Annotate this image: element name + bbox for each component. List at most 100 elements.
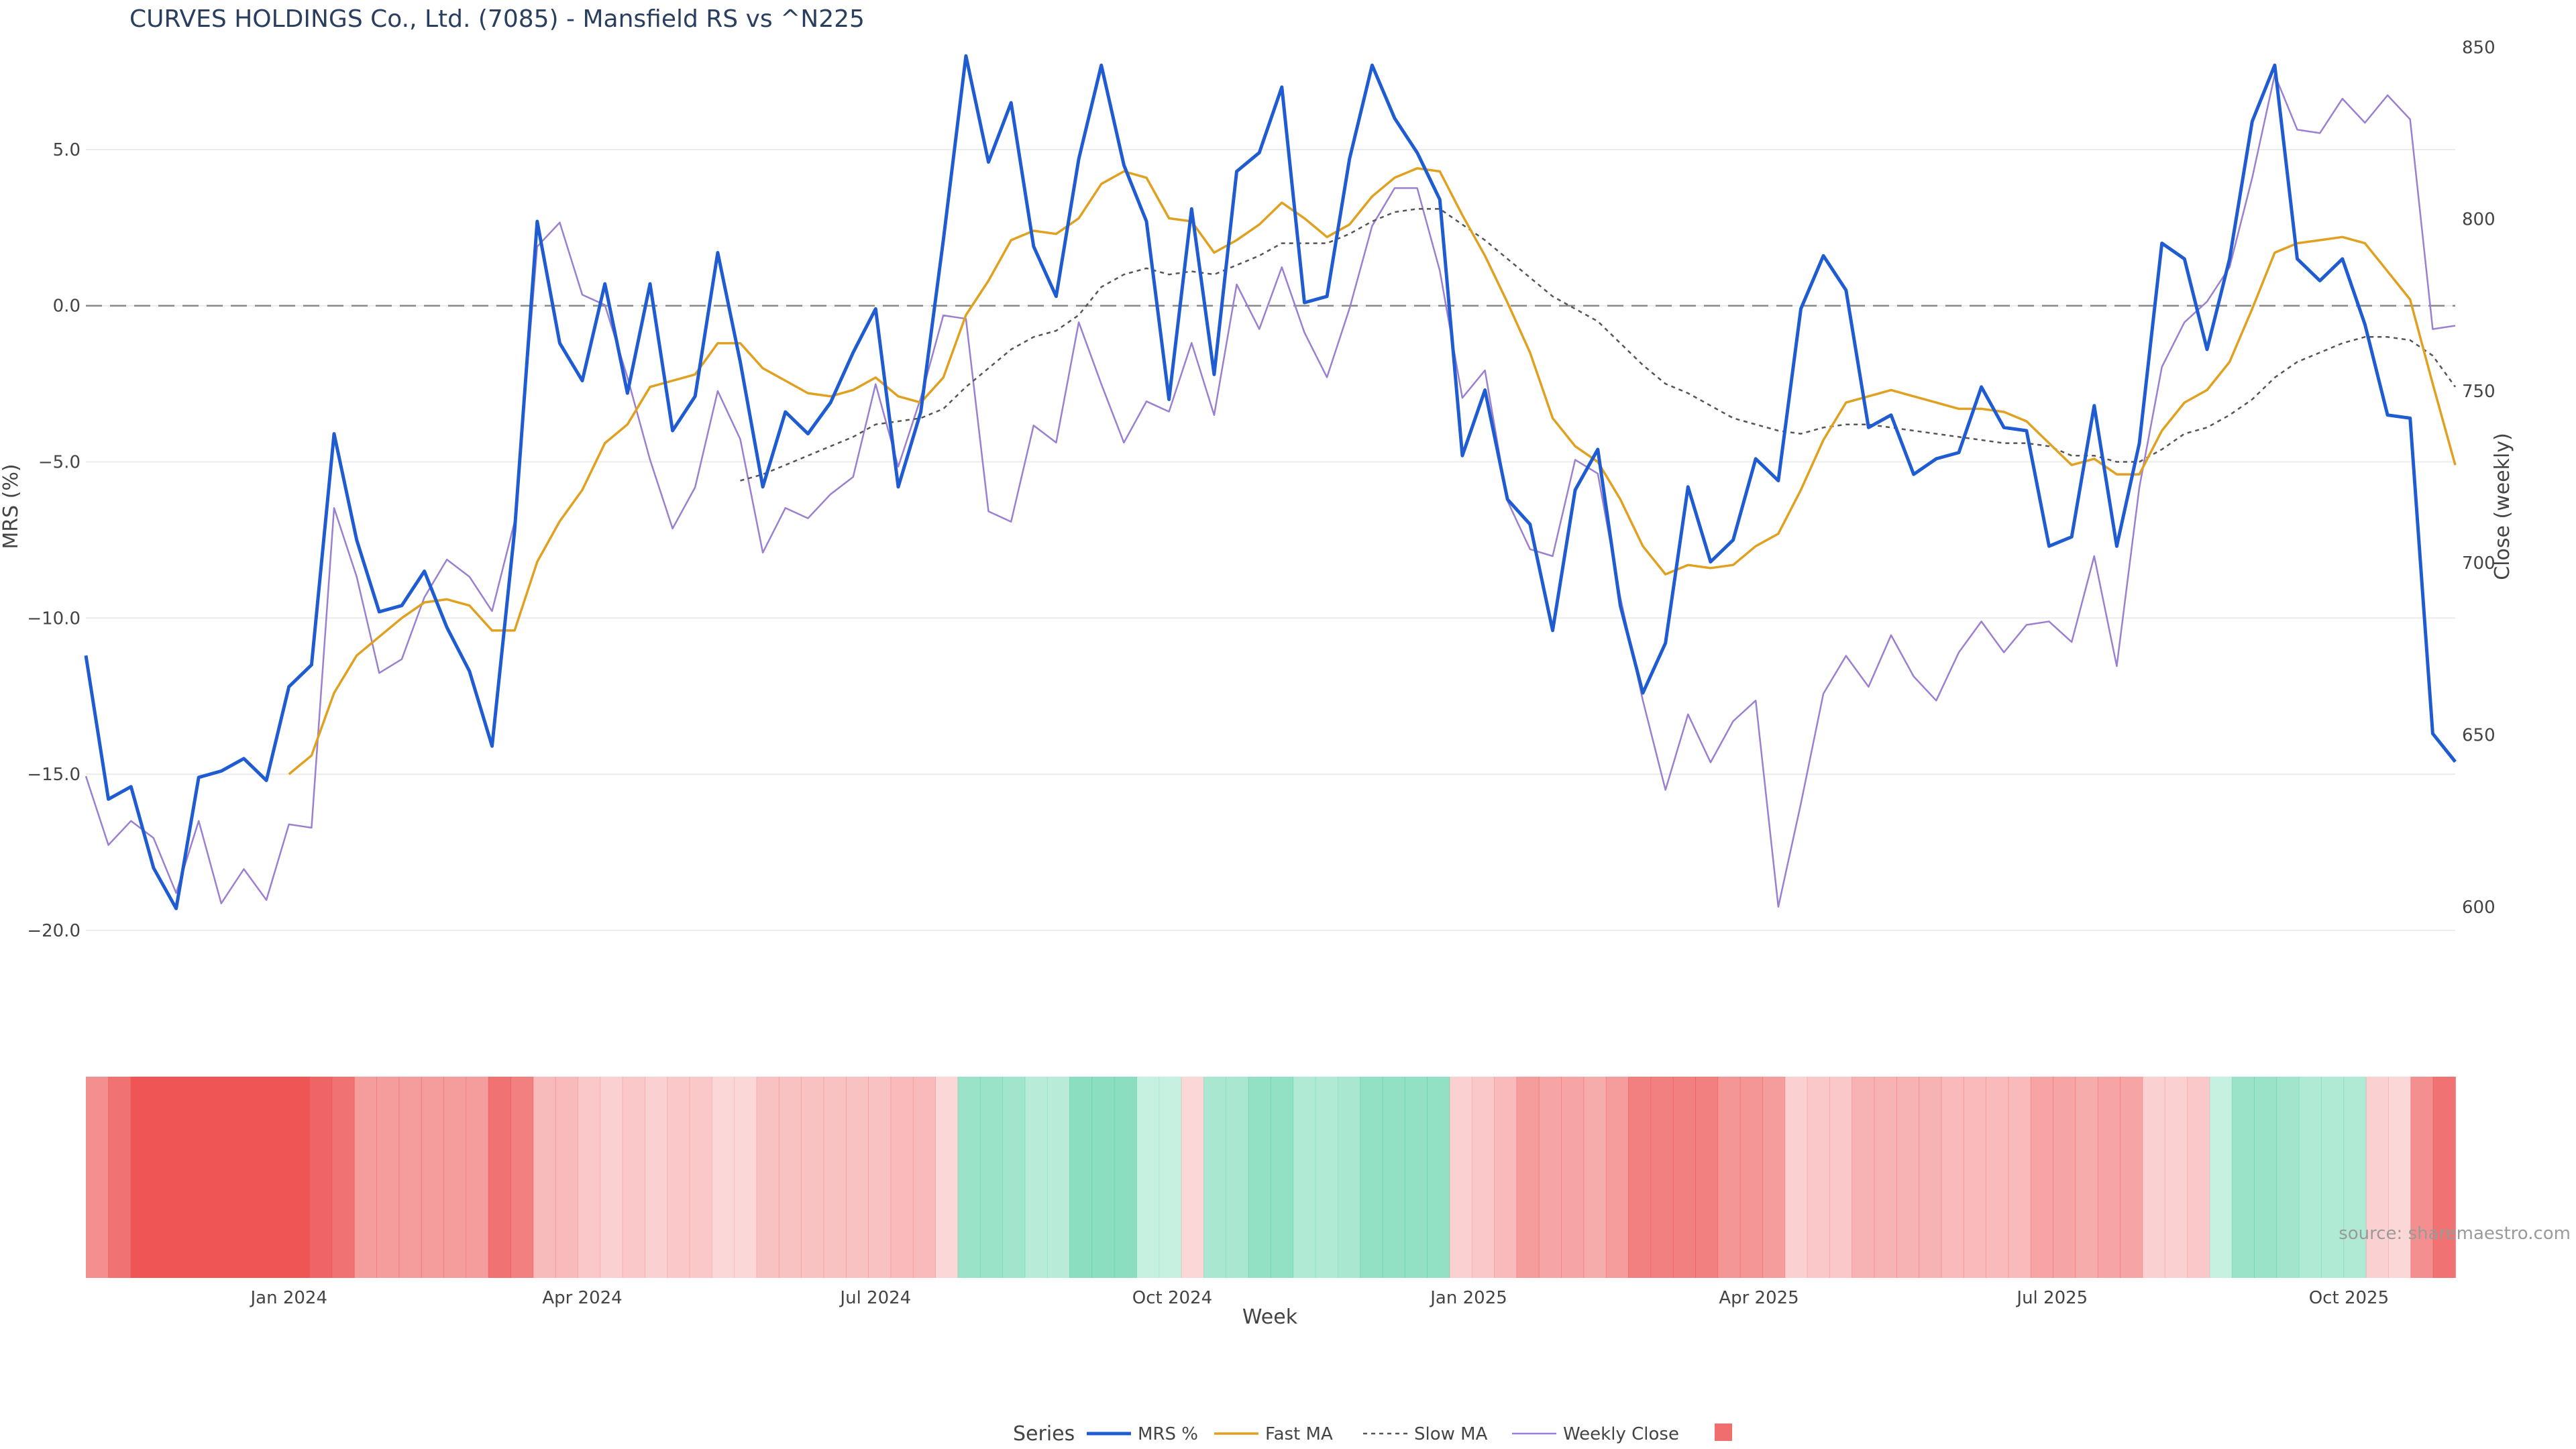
- strip-cell: [1136, 1077, 1160, 1278]
- strip-cell: [1024, 1077, 1048, 1278]
- strip-cell: [2209, 1077, 2233, 1278]
- strip-cell: [845, 1077, 869, 1278]
- strip-cell: [2142, 1077, 2165, 1278]
- strip-cell: [1427, 1077, 1450, 1278]
- strip-cell: [153, 1077, 176, 1278]
- strip-cell: [1851, 1077, 1875, 1278]
- strip-cell: [935, 1077, 959, 1278]
- strip-cell: [823, 1077, 847, 1278]
- x-tick-label: Jan 2025: [1429, 1288, 1507, 1308]
- strip-cell: [1963, 1077, 1986, 1278]
- strip-cell: [756, 1077, 780, 1278]
- legend-title: Series: [1013, 1422, 1075, 1446]
- strip-cell: [1561, 1077, 1585, 1278]
- x-tick-label: Apr 2024: [542, 1288, 622, 1308]
- strip-cell: [778, 1077, 802, 1278]
- strip-cell: [242, 1077, 266, 1278]
- series-line-fast: [288, 167, 2457, 775]
- strip-cell: [1784, 1077, 1808, 1278]
- series-lines: [84, 54, 2457, 910]
- strip-cell: [555, 1077, 578, 1278]
- strip-cell: [2388, 1077, 2412, 1278]
- strip-cell: [667, 1077, 690, 1278]
- strip-cell: [1650, 1077, 1674, 1278]
- strip-cell: [578, 1077, 601, 1278]
- strip-cell: [1494, 1077, 1517, 1278]
- y-right-tick-label: 750: [2462, 382, 2496, 402]
- legend-label-fast: Fast MA: [1265, 1424, 1333, 1444]
- strip-cell: [1672, 1077, 1696, 1278]
- y-axis-right-title: Close (weekly): [2491, 433, 2514, 580]
- strip-cell: [1516, 1077, 1540, 1278]
- strip-cell: [890, 1077, 914, 1278]
- strip-cell: [2298, 1077, 2322, 1278]
- strip-cell: [376, 1077, 400, 1278]
- y-right-tick-label: 650: [2462, 726, 2496, 746]
- y-right-tick-label: 850: [2462, 38, 2496, 58]
- strip-cell: [1248, 1077, 1271, 1278]
- strip-cell: [1338, 1077, 1361, 1278]
- strip-cell: [645, 1077, 668, 1278]
- strip-cell: [175, 1077, 199, 1278]
- strip-cell: [868, 1077, 892, 1278]
- strip-cell: [2365, 1077, 2389, 1278]
- strip-cell: [2343, 1077, 2367, 1278]
- strip-cell: [979, 1077, 1003, 1278]
- strip-cell: [1471, 1077, 1495, 1278]
- chart-title: CURVES HOLDINGS Co., Ltd. (7085) - Mansf…: [129, 5, 865, 33]
- strip-cell: [801, 1077, 824, 1278]
- strip-cell: [130, 1077, 154, 1278]
- y-right-tick-label: 600: [2462, 898, 2496, 918]
- strip-cell: [1002, 1077, 1026, 1278]
- strip-cell: [2276, 1077, 2300, 1278]
- y-axis-left: 5.0 0.0 −5.0 −10.0 −15.0 −20.0: [27, 140, 80, 941]
- y-right-tick-label: 800: [2462, 210, 2496, 230]
- strip-cell: [86, 1077, 109, 1278]
- y-left-tick-label: 5.0: [53, 140, 80, 160]
- strip-cell: [1628, 1077, 1652, 1278]
- strip-cell: [533, 1077, 556, 1278]
- strip-cell: [2254, 1077, 2277, 1278]
- strip-cell: [1046, 1077, 1070, 1278]
- x-tick-label: Oct 2024: [1132, 1288, 1212, 1308]
- strip-cell: [1293, 1077, 1316, 1278]
- strip-cell: [2008, 1077, 2031, 1278]
- strip-cell: [734, 1077, 757, 1278]
- x-axis-title: Week: [1242, 1305, 1298, 1329]
- y-left-tick-label: −10.0: [27, 608, 80, 629]
- x-tick-label: Jul 2025: [2015, 1288, 2088, 1308]
- strip-cell: [2053, 1077, 2076, 1278]
- strip-cell: [2321, 1077, 2345, 1278]
- x-tick-label: Oct 2025: [2309, 1288, 2389, 1308]
- strip-cell: [1919, 1077, 1942, 1278]
- series-line-slow: [740, 208, 2457, 482]
- strip-cell: [622, 1077, 645, 1278]
- legend: Series MRS % Fast MA Slow MA Weekly Close: [1013, 1422, 1732, 1446]
- y-left-tick-label: 0.0: [53, 297, 80, 317]
- strip-cell: [264, 1077, 288, 1278]
- strip-cell: [108, 1077, 131, 1278]
- strip-cell: [2164, 1077, 2188, 1278]
- strip-cell: [1605, 1077, 1629, 1278]
- series-line-close: [85, 74, 2456, 908]
- strip-cell: [2432, 1077, 2456, 1278]
- strip-cell: [2187, 1077, 2210, 1278]
- strip-cell: [1739, 1077, 1763, 1278]
- strip-cell: [1181, 1077, 1204, 1278]
- strip-cell: [354, 1077, 377, 1278]
- strip-cell: [443, 1077, 467, 1278]
- legend-label-close: Weekly Close: [1563, 1424, 1679, 1444]
- strip-cell: [2120, 1077, 2143, 1278]
- y-axis-left-title: MRS (%): [0, 464, 23, 549]
- strip-cell: [1315, 1077, 1338, 1278]
- strip-cell: [1896, 1077, 1920, 1278]
- strip-cell: [1874, 1077, 1897, 1278]
- y-left-tick-label: −15.0: [27, 765, 80, 785]
- strip-cell: [398, 1077, 422, 1278]
- strip-cell: [488, 1077, 511, 1278]
- strip-cell: [466, 1077, 489, 1278]
- strip-cell: [1717, 1077, 1741, 1278]
- strip-cell: [1695, 1077, 1719, 1278]
- strip-cell: [1271, 1077, 1294, 1278]
